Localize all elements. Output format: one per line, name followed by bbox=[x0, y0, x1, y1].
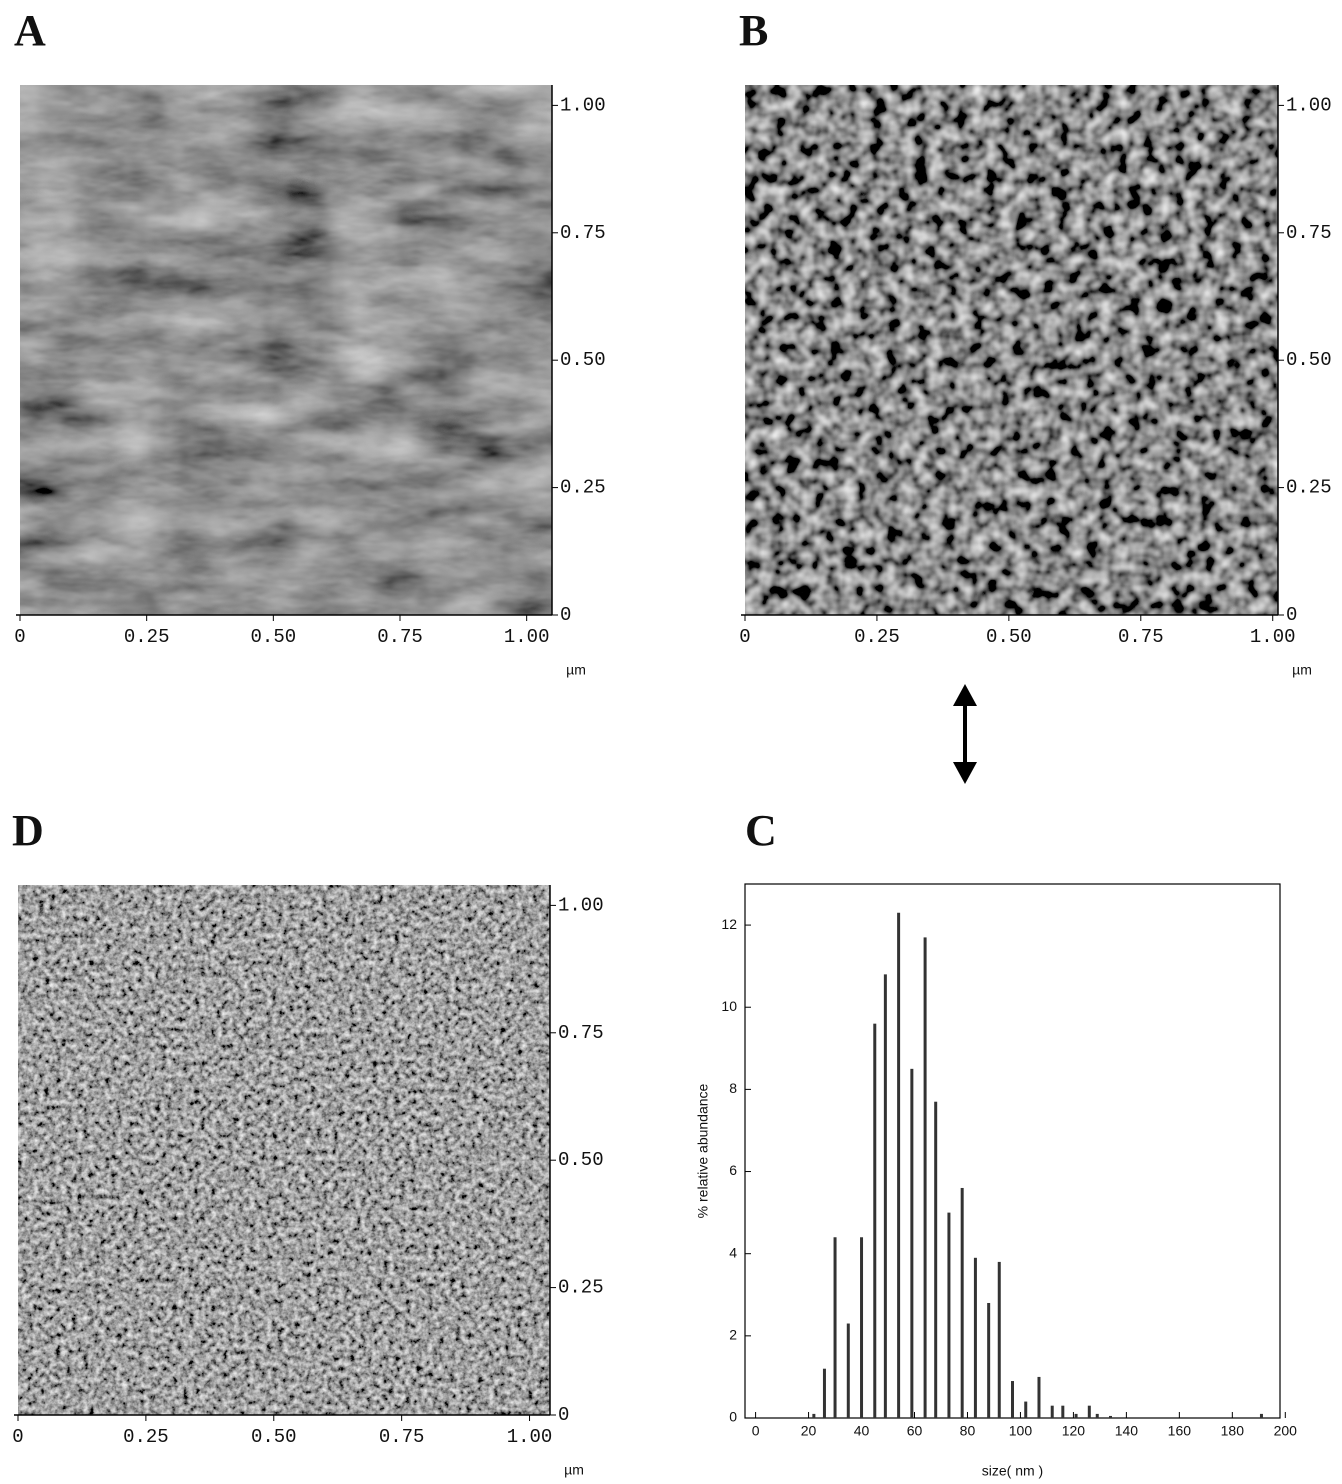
bar bbox=[812, 1413, 816, 1418]
y-axis-label: % relative abundance bbox=[695, 1083, 711, 1218]
x-tick-label: 100 bbox=[1009, 1423, 1033, 1439]
bar bbox=[860, 1237, 864, 1418]
bar bbox=[1011, 1381, 1014, 1418]
bar bbox=[833, 1237, 837, 1418]
afm-image bbox=[745, 85, 1278, 615]
x-tick-label: 120 bbox=[1062, 1423, 1086, 1439]
axis-unit: µm bbox=[564, 1462, 584, 1478]
y-tick-label: 0.50 bbox=[1286, 349, 1332, 371]
bar bbox=[1108, 1415, 1112, 1418]
y-tick-label: 0.75 bbox=[558, 1022, 604, 1044]
panel-letter: B bbox=[739, 6, 768, 55]
x-tick-label: 0 bbox=[739, 626, 750, 648]
bar bbox=[923, 937, 927, 1418]
y-tick-label: 4 bbox=[729, 1244, 737, 1260]
y-tick-label: 0 bbox=[729, 1409, 737, 1425]
bar bbox=[973, 1257, 977, 1418]
afm-image bbox=[20, 85, 552, 615]
y-tick-label: 0.25 bbox=[1286, 477, 1332, 499]
y-tick-label: 10 bbox=[721, 998, 737, 1014]
bar bbox=[960, 1187, 964, 1418]
x-tick-label: 160 bbox=[1168, 1423, 1192, 1439]
bar bbox=[883, 974, 887, 1418]
bar bbox=[1259, 1413, 1263, 1418]
bar bbox=[1050, 1405, 1054, 1418]
bar bbox=[822, 1368, 826, 1418]
x-axis-label: size( nm ) bbox=[982, 1463, 1043, 1479]
x-tick-label: 0.50 bbox=[986, 626, 1032, 648]
x-tick-label: 80 bbox=[960, 1423, 976, 1439]
x-tick-label: 60 bbox=[907, 1423, 923, 1439]
bar bbox=[934, 1101, 938, 1418]
x-tick-label: 140 bbox=[1115, 1423, 1139, 1439]
bar bbox=[947, 1212, 951, 1418]
y-tick-label: 8 bbox=[729, 1080, 737, 1096]
y-tick-label: 0.75 bbox=[1286, 222, 1332, 244]
x-tick-label: 0.50 bbox=[251, 1426, 297, 1448]
y-tick-label: 0.25 bbox=[558, 1277, 604, 1299]
y-tick-label: 0 bbox=[560, 604, 571, 626]
y-tick-label: 0.50 bbox=[558, 1149, 604, 1171]
y-tick-label: 1.00 bbox=[558, 894, 604, 916]
bar bbox=[1037, 1376, 1041, 1418]
x-tick-label: 1.00 bbox=[1250, 626, 1296, 648]
axis-unit: µm bbox=[566, 662, 586, 678]
y-tick-label: 0.75 bbox=[560, 222, 606, 244]
axis-unit: µm bbox=[1292, 662, 1312, 678]
x-tick-label: 0.75 bbox=[377, 626, 423, 648]
x-tick-label: 0 bbox=[14, 626, 25, 648]
y-tick-label: 1.00 bbox=[560, 94, 606, 116]
y-tick-label: 0 bbox=[1286, 604, 1297, 626]
x-tick-label: 0.75 bbox=[379, 1426, 425, 1448]
x-tick-label: 0 bbox=[752, 1423, 760, 1439]
bar bbox=[846, 1323, 850, 1418]
x-tick-label: 0.25 bbox=[854, 626, 900, 648]
x-tick-label: 20 bbox=[801, 1423, 817, 1439]
bar bbox=[873, 1023, 877, 1418]
y-tick-label: 2 bbox=[729, 1327, 737, 1343]
plot-frame bbox=[744, 883, 1281, 1419]
y-tick-label: 1.00 bbox=[1286, 94, 1332, 116]
x-tick-label: 0.75 bbox=[1118, 626, 1164, 648]
x-tick-label: 0.50 bbox=[251, 626, 297, 648]
x-tick-label: 0.25 bbox=[123, 1426, 169, 1448]
x-tick-label: 180 bbox=[1221, 1423, 1245, 1439]
bar bbox=[987, 1302, 991, 1418]
bar bbox=[1087, 1405, 1091, 1418]
y-tick-label: 12 bbox=[721, 916, 737, 932]
y-tick-label: 0.25 bbox=[560, 477, 606, 499]
x-tick-label: 0.25 bbox=[124, 626, 170, 648]
x-tick-label: 1.00 bbox=[507, 1426, 553, 1448]
x-tick-label: 200 bbox=[1274, 1423, 1298, 1439]
bar bbox=[997, 1261, 1001, 1418]
bar bbox=[1095, 1413, 1099, 1418]
bar bbox=[910, 1068, 914, 1418]
y-tick-label: 0.50 bbox=[560, 349, 606, 371]
x-tick-label: 40 bbox=[854, 1423, 870, 1439]
panel-letter: C bbox=[745, 806, 777, 855]
x-tick-label: 0 bbox=[12, 1426, 23, 1448]
afm-image bbox=[18, 885, 550, 1415]
x-tick-label: 1.00 bbox=[504, 626, 550, 648]
bar bbox=[1061, 1405, 1065, 1418]
y-tick-label: 6 bbox=[729, 1162, 737, 1178]
y-tick-label: 0 bbox=[558, 1404, 569, 1426]
bar bbox=[1024, 1401, 1028, 1418]
bar bbox=[1074, 1413, 1078, 1418]
panel-letter: D bbox=[12, 806, 44, 855]
double-arrow bbox=[953, 684, 977, 784]
panel-letter: A bbox=[14, 6, 46, 55]
bar bbox=[897, 912, 901, 1418]
